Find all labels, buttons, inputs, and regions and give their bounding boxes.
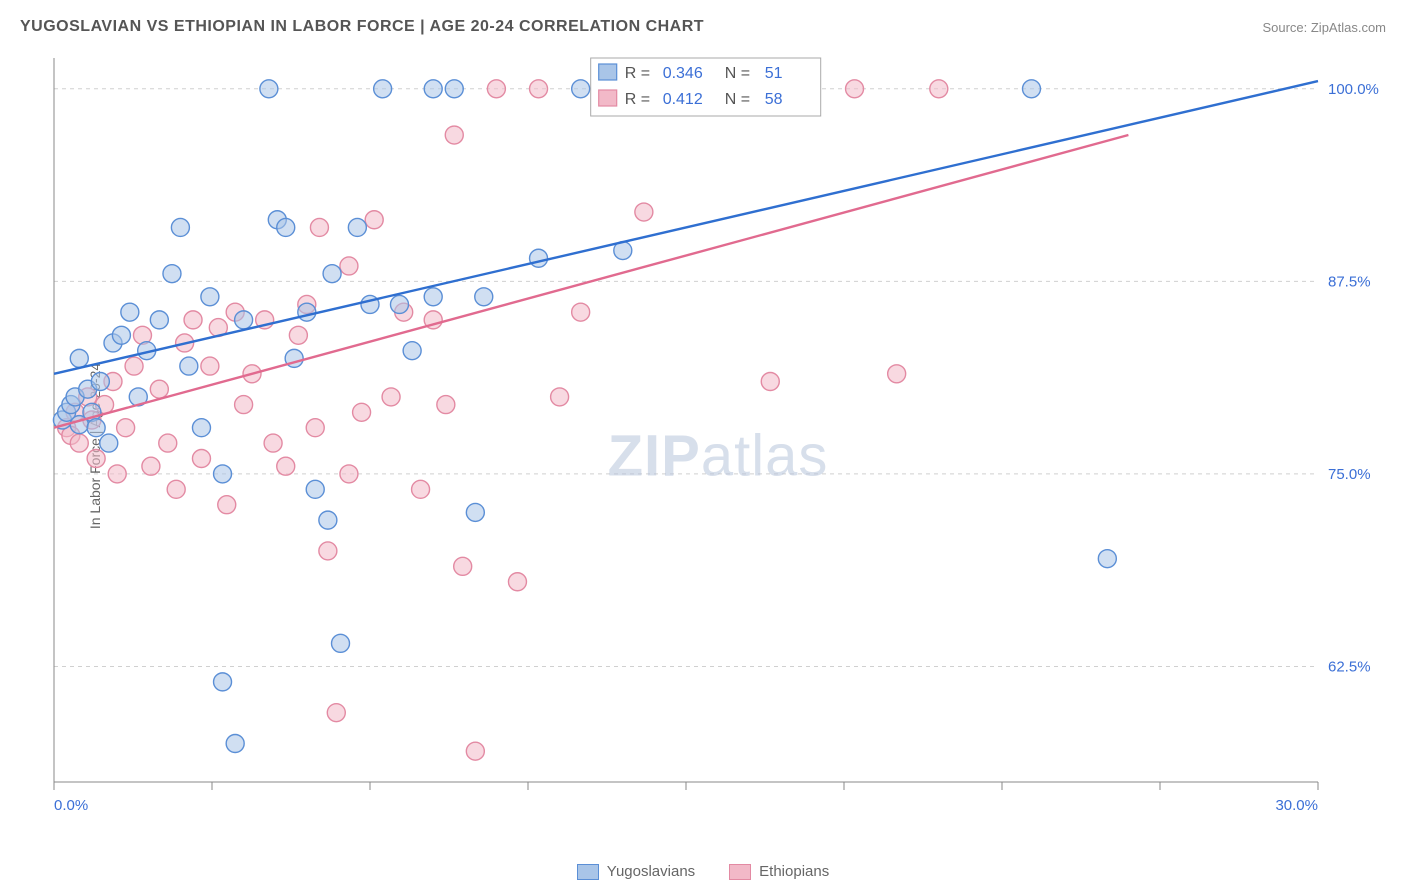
legend-label: Yugoslavians [607, 863, 695, 880]
svg-text:0.412: 0.412 [663, 91, 703, 108]
svg-text:N =: N = [725, 65, 750, 82]
svg-text:R =: R = [625, 91, 650, 108]
svg-text:87.5%: 87.5% [1328, 273, 1371, 290]
svg-text:100.0%: 100.0% [1328, 81, 1379, 98]
svg-text:51: 51 [765, 65, 783, 82]
legend-label: Ethiopians [759, 863, 829, 880]
svg-text:30.0%: 30.0% [1275, 797, 1318, 814]
source-label: Source: ZipAtlas.com [1262, 20, 1386, 35]
svg-text:R =: R = [625, 65, 650, 82]
legend-swatch-icon [729, 864, 751, 880]
legend-item-ethiopians: Ethiopians [729, 863, 829, 880]
chart-title: YUGOSLAVIAN VS ETHIOPIAN IN LABOR FORCE … [20, 18, 704, 36]
svg-text:0.346: 0.346 [663, 65, 703, 82]
svg-text:0.0%: 0.0% [54, 797, 88, 814]
legend-item-yugoslavians: Yugoslavians [577, 863, 695, 880]
scatter-plot: 62.5% 75.0% 87.5% 100.0% ZIPatlas 0.0% 30.0% R … [48, 52, 1388, 822]
svg-text:75.0%: 75.0% [1328, 466, 1371, 483]
legend: Yugoslavians Ethiopians [0, 863, 1406, 880]
svg-text:62.5%: 62.5% [1328, 658, 1371, 675]
svg-text:58: 58 [765, 91, 783, 108]
svg-text:ZIPatlas: ZIPatlas [608, 424, 829, 489]
svg-text:N =: N = [725, 91, 750, 108]
legend-swatch-icon [577, 864, 599, 880]
